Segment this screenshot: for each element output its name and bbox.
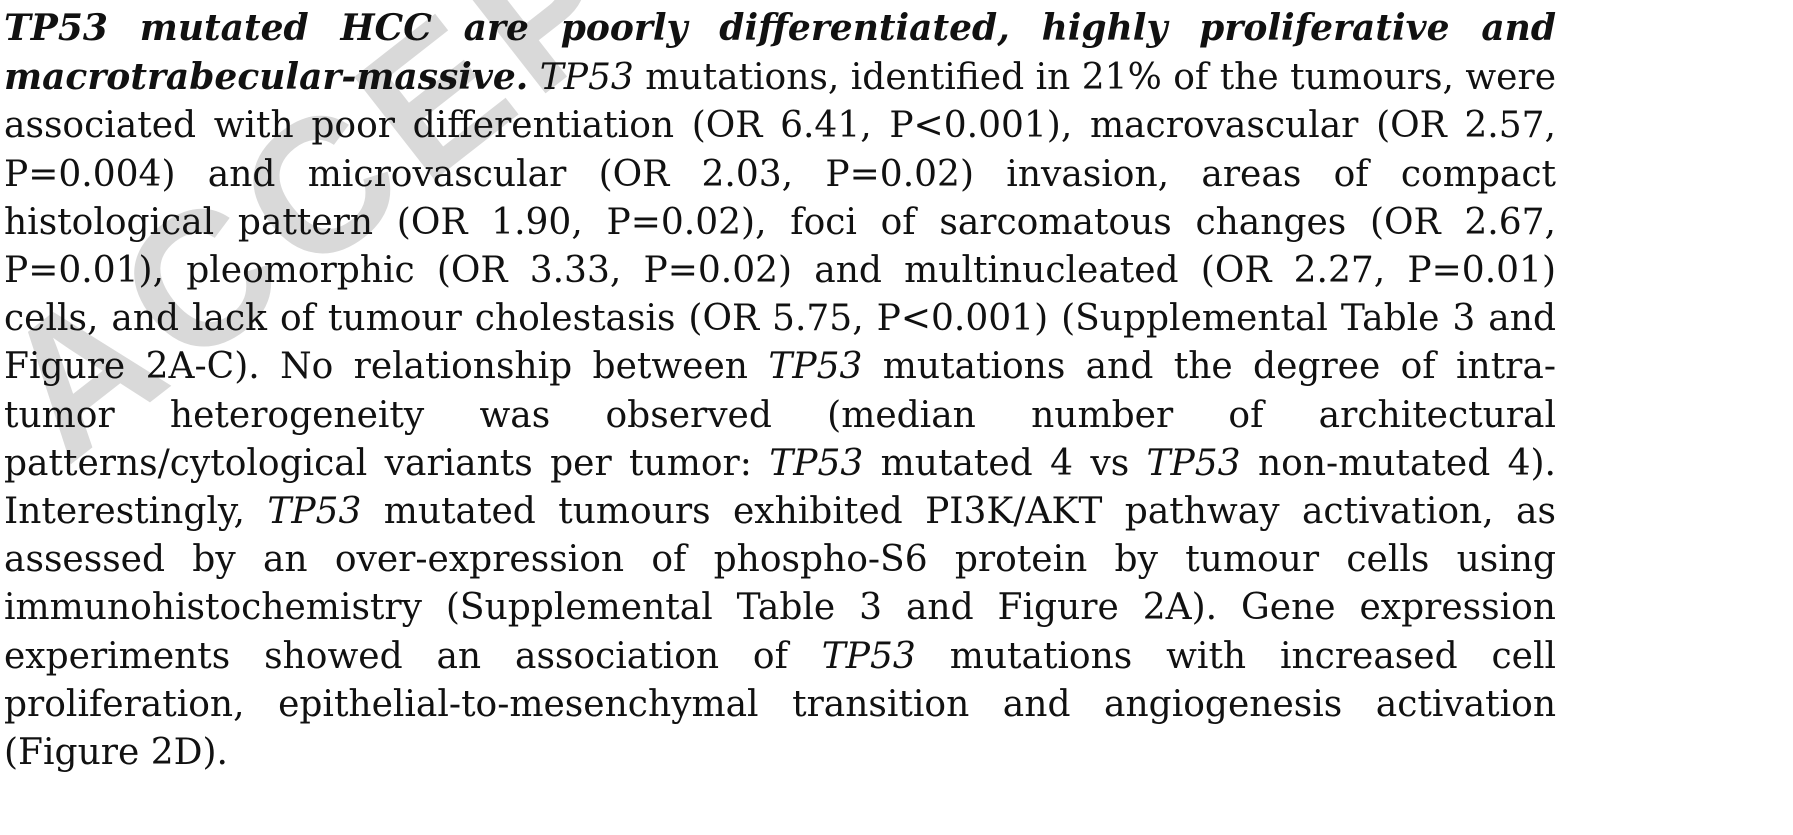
gene-name: TP53 — [1146, 442, 1241, 484]
gene-name: TP53 — [821, 635, 916, 677]
text-segment: mutations, identified in 21% of the tumo… — [4, 57, 1556, 388]
text-segment: mutated tumours exhibited PI3K/AKT pathw… — [4, 491, 1556, 677]
gene-name: TP53 — [267, 491, 362, 533]
paragraph-heading: TP53 mutated HCC are poorly differentiat… — [4, 7, 1556, 99]
gene-name: TP53 — [768, 346, 863, 388]
text-segment: mutated 4 vs — [863, 442, 1147, 484]
gene-name: TP53 — [769, 442, 864, 484]
body-paragraph: TP53 mutated HCC are poorly differentiat… — [4, 4, 1556, 777]
text-segment: non-mutated 4). Interestingly, — [4, 442, 1557, 533]
text-segment: mutations and the degree of intra-tumor … — [4, 346, 1557, 484]
text-segment: mutations with increased cell proliferat… — [4, 635, 1556, 774]
gene-name: TP53 — [539, 57, 634, 99]
text-segment — [528, 57, 539, 98]
